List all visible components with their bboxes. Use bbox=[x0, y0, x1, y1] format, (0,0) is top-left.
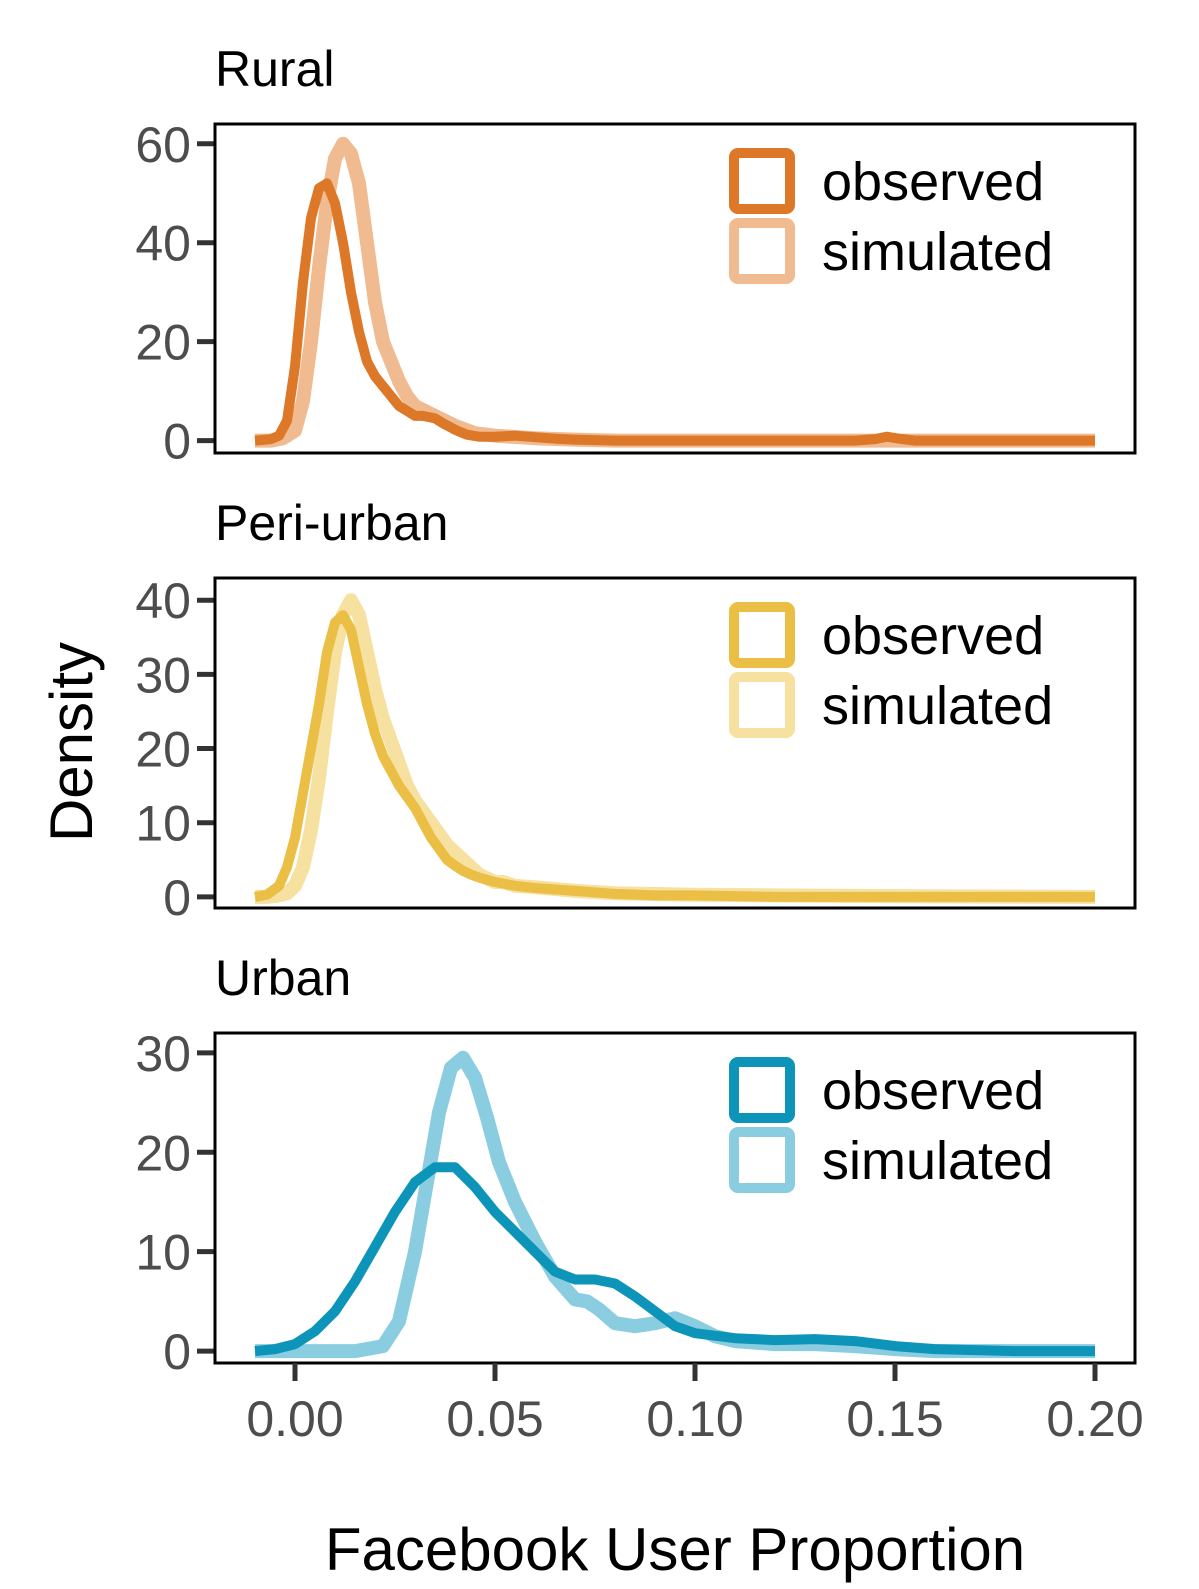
observed-density-line bbox=[254, 1162, 1095, 1357]
y-tick-label: 30 bbox=[135, 647, 191, 703]
legend-key-simulated bbox=[729, 218, 795, 284]
y-tick-label: 10 bbox=[135, 1225, 191, 1281]
legend: observed simulated bbox=[729, 1057, 1053, 1193]
observed-density-line bbox=[254, 178, 1095, 446]
y-tick-label: 60 bbox=[135, 117, 191, 173]
panel-rural: Rural 0 20 40 60 observed simulated bbox=[135, 41, 1137, 470]
y-tick-label: 40 bbox=[135, 573, 191, 629]
y-tick-label: 20 bbox=[135, 1125, 191, 1181]
plot-frame bbox=[213, 122, 1137, 455]
legend-label-simulated: simulated bbox=[822, 1131, 1053, 1191]
panel-peri-urban: Peri-urban 0 10 20 30 40 observed simulated bbox=[135, 495, 1137, 926]
legend: observed simulated bbox=[729, 148, 1053, 284]
panel-title: Urban bbox=[215, 950, 351, 1006]
legend-label-observed: observed bbox=[822, 1061, 1044, 1121]
x-tick-label: 0.10 bbox=[646, 1391, 743, 1447]
legend-key-simulated bbox=[729, 1127, 795, 1193]
x-tick-label: 0.05 bbox=[446, 1391, 543, 1447]
x-tick-label: 0.20 bbox=[1046, 1391, 1143, 1447]
y-tick-label: 40 bbox=[135, 216, 191, 272]
legend-label-observed: observed bbox=[822, 606, 1044, 666]
y-tick-label: 10 bbox=[135, 796, 191, 852]
y-tick-label: 0 bbox=[163, 414, 191, 470]
y-tick-label: 30 bbox=[135, 1026, 191, 1082]
legend-key-observed bbox=[729, 148, 795, 214]
legend-label-simulated: simulated bbox=[822, 676, 1053, 736]
y-axis-title: Density bbox=[38, 642, 105, 842]
y-tick-label: 20 bbox=[135, 722, 191, 778]
x-axis-title: Facebook User Proportion bbox=[325, 1516, 1025, 1583]
y-tick-label: 0 bbox=[163, 870, 191, 926]
panel-title: Peri-urban bbox=[215, 495, 448, 551]
y-tick-label: 20 bbox=[135, 315, 191, 371]
panels-layer: Rural 0 20 40 60 observed simulated Peri-urban 0… bbox=[135, 41, 1143, 1447]
y-tick-label: 0 bbox=[163, 1324, 191, 1380]
panel-urban: Urban 0 10 20 30 observed simulated bbox=[135, 950, 1137, 1380]
legend-label-simulated: simulated bbox=[822, 222, 1053, 282]
legend-key-observed bbox=[729, 1057, 795, 1123]
x-tick-label: 0.15 bbox=[846, 1391, 943, 1447]
plot-frame bbox=[213, 576, 1137, 910]
observed-density-line bbox=[254, 610, 1095, 902]
legend-key-simulated bbox=[729, 672, 795, 738]
legend-key-observed bbox=[729, 602, 795, 668]
plot-frame bbox=[213, 1031, 1137, 1365]
x-tick-label: 0.00 bbox=[246, 1391, 343, 1447]
panel-title: Rural bbox=[215, 41, 334, 97]
legend: observed simulated bbox=[729, 602, 1053, 738]
legend-label-observed: observed bbox=[822, 152, 1044, 212]
